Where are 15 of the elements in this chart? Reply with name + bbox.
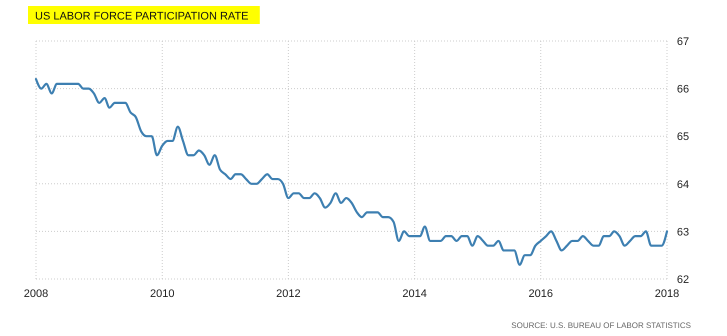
x-tick-label: 2010	[150, 288, 175, 300]
y-tick-label: 66	[676, 84, 690, 96]
x-tick-label: 2008	[24, 288, 48, 300]
x-tick-label: 2016	[528, 288, 553, 300]
y-tick-label: 62	[676, 274, 690, 286]
x-tick-label: 2012	[276, 288, 301, 300]
x-tick-label: 2014	[402, 288, 427, 300]
line-series	[34, 78, 668, 266]
chart-title: US LABOR FORCE PARTICIPATION RATE	[35, 10, 249, 22]
y-tick-label: 63	[676, 226, 690, 238]
source-note: SOURCE: U.S. BUREAU OF LABOR STATISTICS	[511, 321, 691, 330]
x-tick-label: 2018	[654, 288, 680, 300]
y-tick-label: 67	[676, 36, 690, 48]
y-tick-label: 64	[676, 178, 690, 191]
y-tick-label: 65	[676, 131, 690, 144]
